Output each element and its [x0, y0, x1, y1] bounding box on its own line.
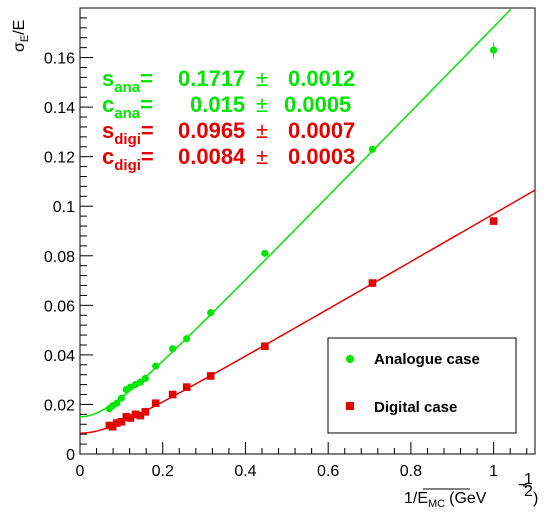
x-tick-label: 0 [76, 463, 85, 480]
data-point-digital [261, 342, 269, 351]
x-axis-label-exp-num: 1 [524, 471, 533, 488]
fit-result-c-ana: cana= 0.015 ±0.0005 [102, 92, 351, 122]
data-point-analogue [113, 399, 121, 407]
series-points [105, 42, 498, 431]
y-tick-label: 0.04 [44, 348, 75, 365]
y-axis-label: σE/E [11, 20, 31, 52]
data-point-analogue [117, 394, 125, 402]
fit-results: sana= 0.1717 ±0.0012 cana= 0.015 ±0.0005 sdi… [102, 66, 355, 174]
data-point-analogue [207, 309, 215, 317]
data-point-analogue [261, 249, 269, 257]
fit-curve-analogue [79, 8, 512, 418]
x-tick-label: 0.4 [234, 463, 256, 480]
data-point-analogue [183, 335, 191, 343]
plot-frame [79, 7, 536, 455]
legend-marker-analogue [346, 355, 354, 363]
fit-result-s-ana: sana= 0.1717 ±0.0012 [102, 66, 355, 96]
data-point-digital [131, 410, 140, 419]
x-tick-label: 0.6 [317, 463, 339, 480]
x-axis-label-exp-minus: − [518, 477, 527, 494]
data-point-digital [113, 419, 121, 427]
fit-result-s-digi: sdigi= 0.0965 ±0.0007 [102, 118, 355, 148]
legend-marker-digital [346, 402, 354, 410]
y-tick-label: 0.14 [44, 100, 75, 117]
data-point-digital [108, 422, 117, 431]
data-point-digital [126, 414, 135, 422]
data-point-digital [489, 217, 498, 225]
data-point-digital [117, 417, 126, 426]
y-tick-label: 0.16 [44, 51, 75, 68]
legend-label-digital: Digital case [374, 399, 457, 416]
data-point-digital [136, 411, 145, 420]
x-axis-label-main: 1/EMC (GeV [404, 490, 487, 510]
x-tick-label: 0.8 [400, 463, 422, 480]
data-point-digital [368, 279, 377, 287]
y-tick-label: 0.06 [44, 298, 75, 315]
data-point-digital [151, 399, 160, 408]
data-point-analogue [368, 145, 377, 153]
x-axis-label-exp-den: 2 [524, 483, 533, 500]
y-tick-label: 0.12 [44, 150, 75, 167]
x-axis-label: 1/EMC (GeV − 1 2 ) [404, 471, 538, 510]
data-point-digital [141, 408, 150, 416]
data-point-digital [182, 383, 191, 391]
data-point-analogue [152, 362, 160, 370]
y-tick-label: 0 [66, 447, 75, 464]
data-point-analogue [141, 374, 149, 383]
data-point-analogue [136, 378, 144, 386]
data-point-digital [122, 413, 131, 421]
legend-box [327, 337, 517, 434]
data-point-digital [168, 390, 177, 399]
legend-label-analogue: Analogue case [374, 351, 480, 368]
x-tick-label: 0.2 [152, 463, 174, 480]
y-axis-ticks: 0 0.02 0.04 0.06 0.08 0.1 0.12 0.14 0.16 [44, 7, 93, 464]
fit-result-c-digi: cdigi= 0.0084 ±0.0003 [102, 144, 355, 174]
y-tick-label: 0.1 [53, 199, 75, 216]
x-tick-label: 1 [489, 463, 498, 480]
y-tick-label: 0.08 [44, 249, 75, 266]
data-point-analogue [169, 345, 177, 353]
x-axis-label-close: ) [533, 490, 538, 507]
x-axis-ticks: 0 0.2 0.4 0.6 0.8 1 [76, 442, 528, 480]
data-point-digital [206, 372, 215, 380]
y-tick-label: 0.02 [44, 397, 75, 414]
legend: Analogue case Digital case [327, 337, 517, 434]
